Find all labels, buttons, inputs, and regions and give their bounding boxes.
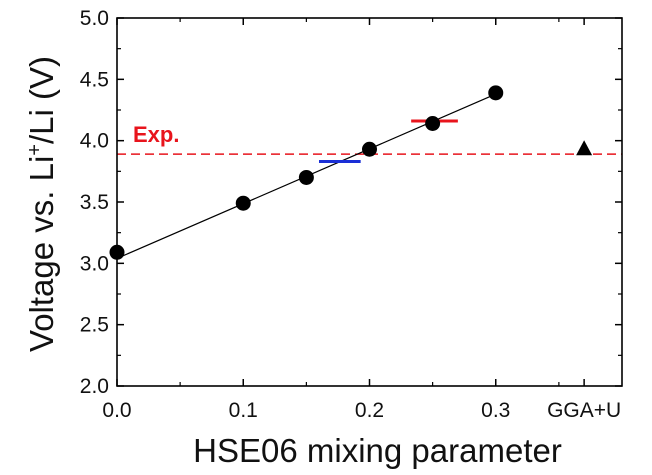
x-tick-label: 0.0 — [102, 399, 131, 422]
y-tick-label: 2.0 — [80, 375, 109, 398]
data-point — [362, 141, 377, 157]
x-tick-label: 0.1 — [229, 399, 258, 422]
y-tick-label: 4.5 — [80, 68, 109, 91]
x-tick-label: 0.3 — [481, 399, 510, 422]
y-axis-title-main: Voltage vs. Li — [23, 156, 60, 352]
data-point — [488, 85, 504, 101]
x-tick-label: 0.2 — [355, 399, 384, 422]
reference-line-label: Exp. — [133, 122, 179, 147]
y-tick-label: 4.0 — [80, 130, 109, 153]
y-tick-label: 3.0 — [80, 252, 109, 275]
data-point — [235, 195, 251, 211]
y-tick-label: 5.0 — [80, 7, 109, 30]
data-point — [425, 115, 441, 131]
y-axis-title-tail: /Li (V) — [23, 56, 60, 144]
x-axis-title: HSE06 mixing parameter — [193, 432, 562, 469]
x-tick-label: GGA+U — [547, 399, 621, 422]
data-point — [298, 169, 314, 185]
y-axis-title-superscript: + — [24, 144, 46, 156]
plot-frame — [116, 17, 623, 387]
y-tick-label: 2.5 — [80, 314, 109, 337]
data-point-triangle — [576, 140, 593, 156]
y-tick-label: 3.5 — [80, 191, 109, 214]
y-axis-title: Voltage vs. Li+/Li (V) — [23, 56, 60, 352]
data-point — [109, 244, 125, 260]
